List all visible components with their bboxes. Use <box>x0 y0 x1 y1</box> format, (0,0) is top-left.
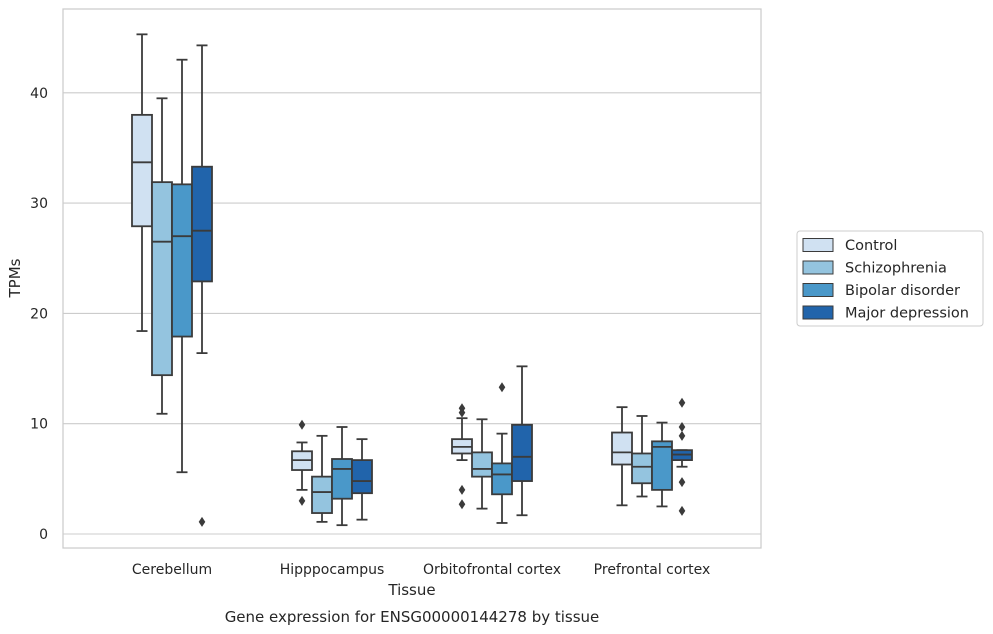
outlier-point <box>198 516 206 527</box>
y-tick-label: 0 <box>39 527 48 543</box>
box <box>351 438 373 521</box>
legend-swatch <box>802 283 834 297</box>
legend-label: Schizophrenia <box>845 261 947 277</box>
outlier-point <box>298 495 306 506</box>
outlier-point <box>458 499 466 510</box>
legend-swatch <box>802 260 834 275</box>
legend-swatch <box>802 238 834 252</box>
x-tick-label: Cerebellum <box>132 562 212 578</box>
box-iqr <box>611 431 633 466</box>
box <box>651 421 673 508</box>
box-iqr <box>351 459 373 495</box>
box-series <box>131 33 693 527</box>
x-tick-label: Prefrontal cortex <box>594 562 711 578</box>
x-axis-label: Tissue <box>387 581 435 599</box>
box <box>611 406 633 507</box>
legend-swatch <box>802 305 834 320</box>
x-tick-label: Orbitofrontal cortex <box>423 562 561 578</box>
box <box>511 365 533 517</box>
series-group <box>131 33 633 510</box>
legend-items: Control Schizophrenia Bipolar disorder Majo… <box>802 238 969 322</box>
box-iqr <box>331 458 353 500</box>
outlier-point <box>678 477 686 488</box>
y-tick-label: 40 <box>30 86 48 102</box>
box-iqr <box>191 165 213 283</box>
y-tick-label: 20 <box>30 306 48 322</box>
outlier-point <box>678 505 686 516</box>
y-tick-label: 10 <box>30 417 48 433</box>
x-axis-ticks: Cerebellum Hipppocampus Orbitofrontal cort… <box>132 562 710 578</box>
y-axis-ticks: 0 10 20 30 40 <box>30 86 48 543</box>
box-iqr <box>511 423 533 482</box>
legend-frame <box>796 230 984 327</box>
box <box>131 33 153 332</box>
box-iqr <box>151 181 173 377</box>
box-iqr <box>651 440 673 491</box>
y-axis-label: TPMs <box>6 258 24 298</box>
outlier-point <box>678 422 686 433</box>
legend: Control Schizophrenia Bipolar disorder Majo… <box>796 230 984 327</box>
box <box>631 415 653 498</box>
outlier-point <box>498 382 506 393</box>
box-iqr <box>631 452 653 485</box>
series-group <box>191 44 693 527</box>
box-iqr <box>131 113 153 228</box>
box <box>451 403 473 510</box>
outlier-point <box>678 397 686 408</box>
x-tick-label: Hipppocampus <box>280 562 385 578</box>
box-iqr <box>171 183 193 338</box>
plot-frame <box>62 8 762 549</box>
box-iqr <box>311 475 333 514</box>
box-iqr <box>471 451 493 478</box>
y-tick-label: 30 <box>30 196 48 212</box>
legend-label: Control <box>845 238 897 254</box>
outlier-point <box>298 419 306 430</box>
box <box>671 397 693 516</box>
box <box>291 419 313 506</box>
outlier-point <box>458 484 466 495</box>
box <box>191 44 213 527</box>
legend-label: Bipolar disorder <box>845 283 960 299</box>
outlier-point <box>678 430 686 441</box>
box-iqr <box>491 462 513 496</box>
figure-caption: Gene expression for ENSG00000144278 by t… <box>225 608 600 626</box>
outlier-point <box>458 407 466 418</box>
series-group <box>171 58 673 527</box>
legend-label: Major depression <box>845 306 969 322</box>
